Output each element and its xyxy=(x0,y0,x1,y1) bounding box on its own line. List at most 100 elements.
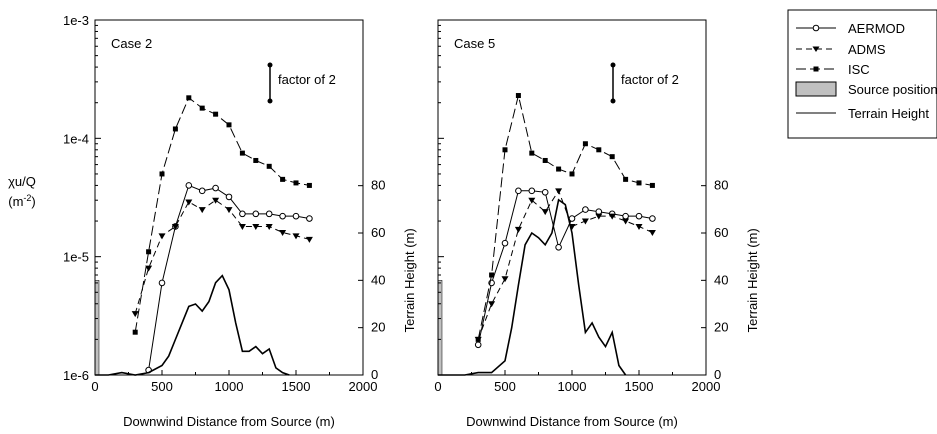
data-point-isc xyxy=(253,157,259,163)
data-point-isc xyxy=(542,157,548,163)
data-point-isc xyxy=(199,105,205,111)
data-point-isc xyxy=(226,122,232,128)
legend-label: AERMOD xyxy=(848,21,905,36)
data-point-adms xyxy=(501,276,509,283)
data-point-adms xyxy=(279,230,287,237)
data-point-aermod xyxy=(158,279,166,287)
factor-of-2-dot xyxy=(267,98,273,104)
data-point-adms xyxy=(238,223,246,230)
y2-tick-label: 0 xyxy=(371,367,378,382)
y2-tick-label: 0 xyxy=(714,367,721,382)
legend-label: ISC xyxy=(848,62,870,77)
data-point-adms xyxy=(198,207,206,214)
data-point-isc xyxy=(529,150,535,156)
data-point-aermod xyxy=(252,210,260,218)
data-point-adms xyxy=(252,223,260,230)
panel-title: Case 5 xyxy=(454,36,495,51)
data-point-isc xyxy=(623,176,629,182)
data-point-isc xyxy=(186,95,192,101)
data-point-aermod xyxy=(225,193,233,201)
data-point-aermod xyxy=(649,215,656,222)
data-point-isc xyxy=(306,182,312,188)
data-point-isc xyxy=(293,180,299,186)
data-point-adms xyxy=(212,197,220,204)
x-tick-label: 500 xyxy=(494,379,516,394)
data-point-isc xyxy=(609,154,615,160)
legend: AERMOD ADMS ISC Source position Terrain … xyxy=(787,9,937,139)
data-point-aermod xyxy=(595,208,603,215)
data-point-aermod xyxy=(582,206,589,213)
data-point-isc xyxy=(582,141,588,147)
y2-tick-label: 40 xyxy=(714,272,728,287)
data-point-adms xyxy=(555,188,563,195)
x-tick-label: 1000 xyxy=(558,379,587,394)
data-point-isc xyxy=(649,182,655,188)
data-point-adms xyxy=(622,218,630,225)
data-point-isc xyxy=(239,150,245,156)
data-point-isc xyxy=(146,249,152,255)
data-point-adms xyxy=(528,197,536,204)
factor-of-2-label: factor of 2 xyxy=(278,72,336,87)
data-point-isc xyxy=(569,171,575,177)
x-axis-label: Downwind Distance from Source (m) xyxy=(123,414,335,429)
source-position-box xyxy=(437,280,443,376)
data-point-aermod xyxy=(239,210,246,218)
data-point-adms xyxy=(225,207,233,214)
data-point-isc xyxy=(489,272,495,278)
y2-tick-label: 40 xyxy=(371,272,385,287)
legend-label: ADMS xyxy=(848,42,886,57)
x-tick-label: 1500 xyxy=(625,379,654,394)
y2-tick-label: 80 xyxy=(714,178,728,193)
data-point-isc xyxy=(159,171,165,177)
y2-tick-label: 80 xyxy=(371,178,385,193)
data-point-adms xyxy=(305,236,313,243)
data-point-adms xyxy=(581,218,589,225)
factor-of-2-dot xyxy=(610,98,616,104)
y-axis-label-line2: (m-2) xyxy=(8,193,36,209)
data-point-adms xyxy=(648,230,656,237)
y2-tick-label: 20 xyxy=(714,320,728,335)
legend-label: Terrain Height xyxy=(848,106,929,121)
data-point-isc xyxy=(280,176,286,182)
data-point-aermod xyxy=(555,243,562,251)
legend-item-aermod: AERMOD xyxy=(796,21,905,36)
x-tick-label: 1000 xyxy=(215,379,244,394)
data-point-isc xyxy=(502,147,508,153)
legend-item-terrain-height: Terrain Height xyxy=(796,106,929,121)
series-line-aermod xyxy=(148,184,310,371)
data-point-adms xyxy=(635,223,643,230)
data-point-adms xyxy=(171,223,179,230)
data-point-aermod xyxy=(292,212,300,220)
data-point-isc xyxy=(172,126,178,132)
x-tick-label: 0 xyxy=(91,379,98,394)
legend-item-isc: ISC xyxy=(796,62,870,77)
data-point-adms xyxy=(292,233,300,240)
y2-tick-label: 60 xyxy=(714,225,728,240)
data-point-aermod xyxy=(198,187,206,195)
x-tick-label: 1500 xyxy=(282,379,311,394)
data-point-isc xyxy=(475,336,481,342)
data-point-aermod xyxy=(279,212,286,220)
y-tick-label: 1e-4 xyxy=(63,131,89,146)
factor-of-2-label: factor of 2 xyxy=(621,72,679,87)
source-position-box xyxy=(94,280,100,376)
data-point-isc xyxy=(515,93,521,99)
x-tick-label: 2000 xyxy=(349,379,378,394)
data-point-isc xyxy=(266,163,272,169)
data-point-adms xyxy=(185,199,193,206)
x-tick-label: 2000 xyxy=(692,379,721,394)
data-point-isc xyxy=(556,166,562,172)
legend-item-adms: ADMS xyxy=(796,42,886,57)
data-point-isc xyxy=(132,329,138,335)
data-point-aermod xyxy=(265,210,273,218)
factor-of-2-dot xyxy=(267,62,273,68)
data-point-isc xyxy=(596,147,602,153)
data-point-adms xyxy=(265,223,273,230)
data-point-adms xyxy=(131,311,139,318)
data-point-aermod xyxy=(528,187,536,195)
legend-label: Source position xyxy=(848,82,937,97)
y-tick-label: 1e-6 xyxy=(63,368,89,383)
data-point-aermod xyxy=(185,182,193,189)
